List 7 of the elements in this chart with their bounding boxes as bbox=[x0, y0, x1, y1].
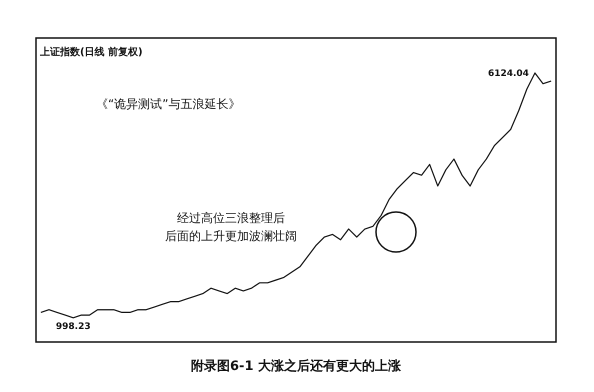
annotation: 998.23 bbox=[56, 322, 91, 332]
text: 附录图6-1 大涨之后还有更大的上涨 bbox=[190, 358, 402, 374]
annotation: 后面的上升更加波澜壮阔 bbox=[165, 229, 297, 243]
annotation: 《“诡异测试”与五浪延长》 bbox=[96, 97, 240, 111]
annotation: 经过高位三浪整理后 bbox=[177, 211, 285, 225]
chart-subtitle: 上证指数(日线 前复权) bbox=[39, 46, 143, 58]
annotation: 6124.04 bbox=[488, 68, 529, 79]
